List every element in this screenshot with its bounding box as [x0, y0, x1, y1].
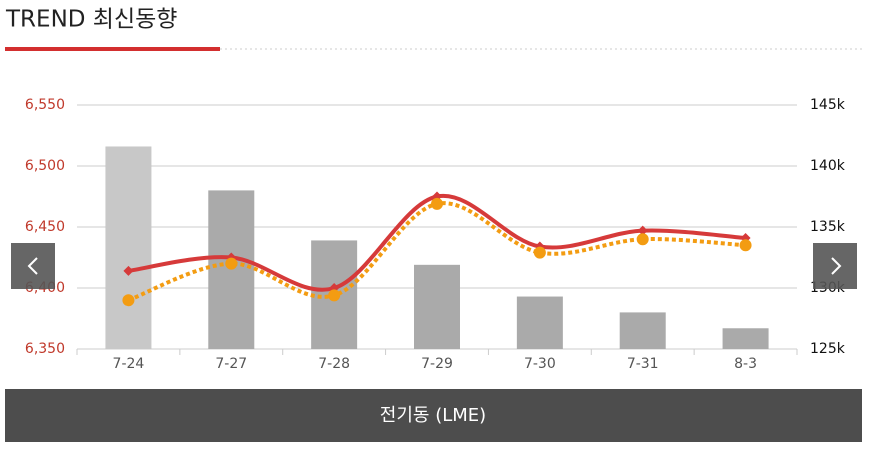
- y2-tick-label: 145k: [810, 97, 846, 113]
- point: [636, 233, 649, 246]
- x-tick-label: 7-31: [627, 356, 659, 372]
- y2-tick-label: 135k: [810, 219, 846, 235]
- caption: 전기동 (LME): [380, 405, 486, 426]
- y-tick-label: 6,350: [25, 341, 65, 357]
- next-icon[interactable]: [831, 257, 842, 275]
- point: [637, 225, 648, 236]
- y-tick-label: 6,550: [25, 97, 65, 113]
- y2-tick-label: 140k: [810, 158, 846, 174]
- page-title: TREND 최신동향: [5, 7, 177, 33]
- prev-button[interactable]: [11, 243, 55, 289]
- bar: [105, 146, 152, 349]
- point: [533, 246, 546, 259]
- x-tick-label: 7-27: [215, 356, 247, 372]
- point: [739, 239, 752, 252]
- bar: [208, 190, 255, 349]
- bar: [516, 296, 563, 349]
- bar: [619, 312, 666, 349]
- x-tick-label: 7-29: [421, 356, 453, 372]
- caption-bar: [5, 389, 862, 442]
- y2-tick-label: 125k: [810, 341, 846, 357]
- point: [328, 289, 341, 302]
- prev-icon[interactable]: [27, 257, 38, 275]
- plot: 6,3506,4006,4506,5006,550125k130k135k140…: [25, 97, 846, 372]
- x-tick-label: 7-30: [524, 356, 556, 372]
- bar: [722, 328, 769, 349]
- point: [431, 197, 443, 210]
- y-tick-label: 6,500: [25, 158, 65, 174]
- point: [123, 265, 134, 276]
- x-tick-label: 8-3: [734, 356, 757, 372]
- x-tick-label: 7-28: [318, 356, 350, 372]
- point: [122, 294, 135, 307]
- x-tick-label: 7-24: [113, 356, 145, 372]
- bar: [414, 264, 460, 349]
- y-tick-label: 6,450: [25, 219, 65, 235]
- point: [225, 257, 238, 270]
- next-button[interactable]: [813, 243, 857, 289]
- title-underline: [5, 47, 220, 51]
